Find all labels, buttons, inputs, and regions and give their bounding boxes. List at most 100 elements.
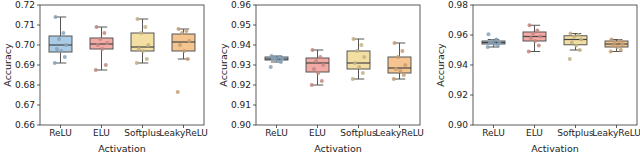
point [529,36,533,40]
panel: 0.900.920.940.960.98AccuracyActivationRe… [435,0,640,154]
point [531,32,535,36]
point [576,33,580,37]
y-tick [253,25,256,26]
point [392,41,396,45]
y-tick [253,45,256,46]
x-axis-label: Activation [531,143,579,154]
point [351,77,355,81]
x-tick-label: ELU [93,128,110,138]
y-tick-label: 0.96 [448,30,468,40]
point [617,39,621,43]
x-tick-label: Softplus [340,128,377,138]
whisker [534,25,535,32]
panel: 0.900.910.920.930.940.950.96AccuracyActi… [218,0,424,154]
point [609,38,613,42]
whisker [101,49,102,70]
x-tick-label: Softplus [557,128,594,138]
point [143,25,147,29]
point [355,49,359,53]
y-tick [470,95,473,96]
point [182,49,186,53]
point [187,39,191,43]
point [94,68,98,72]
x-tick-label: LeakyReLU [375,128,424,138]
point [145,57,149,61]
median [49,44,72,45]
point [609,50,613,54]
marks [482,23,628,61]
y-tick-label: 0.72 [15,0,35,10]
point [351,37,355,41]
y-tick [470,125,473,126]
x-tick-label: ReLU [482,128,505,138]
marks [265,37,411,87]
box [347,51,370,69]
point [400,49,404,53]
y-tick-label: 0.91 [231,100,251,110]
y-tick [253,65,256,66]
whisker [101,27,102,38]
y-tick [253,85,256,86]
point [611,44,615,48]
point [135,17,139,21]
point [176,27,180,31]
y-tick-label: 0.98 [448,0,468,10]
y-tick [37,5,40,6]
y-tick [37,125,40,126]
y-tick-label: 0.69 [15,60,35,70]
y-tick [37,45,40,46]
point [269,65,273,69]
y-tick-label: 0.92 [231,80,251,90]
point [98,37,102,41]
point [320,79,324,83]
point [398,69,402,73]
median [306,62,329,63]
point [141,49,145,53]
point [59,49,63,53]
median [523,36,546,37]
y-tick [470,65,473,66]
frame [473,5,637,125]
point [578,48,582,52]
y-tick [37,105,40,106]
point [178,43,182,47]
y-tick-label: 0.66 [15,120,35,130]
y-tick-label: 0.71 [15,20,35,30]
point [620,42,624,46]
y-tick-label: 0.90 [448,120,468,130]
point [574,44,578,48]
whisker [399,73,400,79]
box [306,58,329,72]
point [318,55,322,59]
x-tick-label: ReLU [49,128,72,138]
point [316,71,320,75]
point [96,43,100,47]
point [63,55,67,59]
point [184,29,188,33]
point [579,38,583,42]
point [568,57,572,61]
marks [49,15,195,94]
x-tick-label: ELU [309,128,326,138]
y-tick [470,35,473,36]
median [131,46,154,47]
point [403,63,407,67]
point [615,45,619,49]
panel: 0.660.670.680.690.700.710.72AccuracyActi… [2,0,208,154]
point [572,35,576,39]
point [314,59,318,63]
point [527,23,531,27]
point [139,31,143,35]
point [619,48,623,52]
whisker [60,17,61,36]
y-tick [37,65,40,66]
whisker [317,50,318,58]
point [570,41,574,45]
y-axis-label: Accuracy [435,43,446,87]
box [172,34,195,51]
x-tick-label: ELU [526,128,543,138]
y-tick [253,125,256,126]
point [537,44,541,48]
y-tick [253,105,256,106]
whisker [399,43,400,57]
